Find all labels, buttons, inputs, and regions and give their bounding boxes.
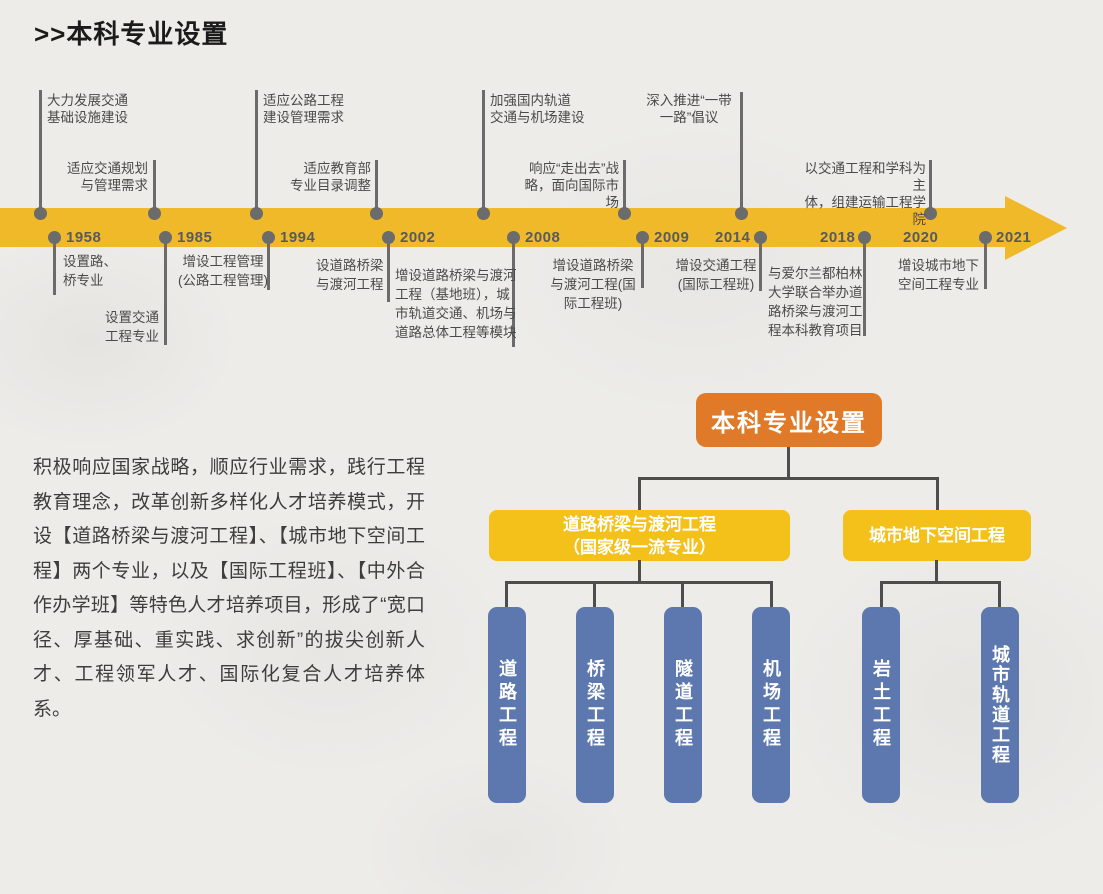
- org-branch-underground: 城市地下空间工程: [843, 510, 1031, 561]
- timeline-event-2009: 增设交通工程 (国际工程班): [675, 258, 757, 292]
- timeline-connector: [863, 240, 866, 336]
- timeline-context-1985: 适应交通规划 与管理需求: [67, 161, 148, 193]
- org-connector: [998, 581, 1001, 608]
- timeline-connector: [641, 240, 644, 288]
- org-connector: [936, 477, 939, 511]
- timeline-event-2008: 增设道路桥梁 与渡河工程(国 际工程班): [550, 258, 636, 311]
- org-leaf-airport-eng: 机场工程: [752, 607, 790, 803]
- timeline-connector: [929, 160, 932, 214]
- timeline-year-label: 2009: [654, 229, 690, 246]
- org-connector: [638, 477, 939, 480]
- timeline-connector: [255, 90, 258, 214]
- timeline-year-label: 1958: [66, 229, 102, 246]
- timeline-year-label: 2014: [715, 229, 751, 246]
- timeline-year-dot: [507, 231, 520, 244]
- timeline-connector: [164, 240, 167, 345]
- timeline-dot: [370, 207, 383, 220]
- timeline-year-dot: [636, 231, 649, 244]
- org-connector: [880, 581, 1001, 584]
- timeline-connector: [984, 240, 987, 289]
- timeline-event-2014: 与爱尔兰都柏林 大学联合举办道 路桥梁与渡河工 程本科教育项目: [768, 266, 863, 338]
- timeline-dot: [618, 207, 631, 220]
- org-branch-road-bridge: 道路桥梁与渡河工程 （国家级一流专业）: [489, 510, 790, 561]
- timeline-year-dot: [979, 231, 992, 244]
- timeline-year-label: 2018: [820, 229, 856, 246]
- timeline-context-1994: 适应公路工程 建设管理需求: [263, 93, 344, 125]
- timeline-year-label: 2002: [400, 229, 436, 246]
- timeline-year-dot: [159, 231, 172, 244]
- timeline-year-label: 1985: [177, 229, 213, 246]
- timeline-event-1994: 设道路桥梁 与渡河工程: [316, 258, 384, 292]
- intro-paragraph: 积极响应国家战略，顺应行业需求，践行工程教育理念，改革创新多样化人才培养模式，开…: [33, 457, 425, 720]
- timeline-year-label: 2008: [525, 229, 561, 246]
- timeline-dot: [735, 207, 748, 220]
- timeline-connector: [759, 240, 762, 291]
- timeline-event-1985b: 设置交通 工程专业: [105, 310, 159, 344]
- timeline-connector: [740, 92, 743, 214]
- timeline-dot: [34, 207, 47, 220]
- timeline-event-1958: 设置路、 桥专业: [63, 254, 117, 288]
- org-connector: [593, 581, 596, 608]
- timeline-connector: [153, 160, 156, 214]
- timeline-context-2020: 以交通工程和学科为主 体，组建运输工程学院: [804, 161, 927, 227]
- timeline-connector: [375, 160, 378, 214]
- org-leaf-tunnel-eng: 隧道工程: [664, 607, 702, 803]
- org-connector: [505, 581, 773, 584]
- org-leaf-road-eng: 道路工程: [488, 607, 526, 803]
- org-connector: [880, 581, 883, 608]
- timeline-dot: [148, 207, 161, 220]
- timeline-year-dot: [382, 231, 395, 244]
- timeline-connector: [623, 160, 626, 214]
- timeline-context-2014: 深入推进“一带 一路”倡议: [646, 93, 732, 125]
- timeline-dot: [477, 207, 490, 220]
- org-leaf-bridge-eng: 桥梁工程: [576, 607, 614, 803]
- page-title: >>本科专业设置: [34, 19, 229, 49]
- timeline-connector: [482, 90, 485, 214]
- org-connector: [505, 581, 508, 608]
- org-connector: [935, 560, 938, 584]
- timeline-event-2002: 增设道路桥梁与渡河 工程（基地班），城 市轨道交通、机场与 道路总体工程等模块: [395, 268, 517, 340]
- org-connector: [770, 581, 773, 608]
- timeline-year-dot: [262, 231, 275, 244]
- org-connector: [638, 477, 641, 511]
- org-leaf-urban-rail-eng: 城市轨道工程: [981, 607, 1019, 803]
- timeline-connector: [512, 240, 515, 347]
- timeline-year-dot: [48, 231, 61, 244]
- timeline-year-dot: [754, 231, 767, 244]
- timeline-arrowhead-icon: [1005, 196, 1067, 260]
- timeline-event-2020: 增设城市地下 空间工程专业: [898, 258, 979, 292]
- timeline-year-label: 1994: [280, 229, 316, 246]
- timeline-context-2009: 响应“走出去”战 略，面向国际市场: [524, 161, 620, 210]
- org-connector: [638, 560, 641, 584]
- org-leaf-geotech-eng: 岩土工程: [862, 607, 900, 803]
- org-root-node: 本科专业设置: [696, 393, 882, 447]
- timeline-context-1958: 大力发展交通 基础设施建设: [47, 93, 128, 125]
- timeline-dot: [250, 207, 263, 220]
- timeline-connector: [267, 240, 270, 290]
- timeline-context-2008: 加强国内轨道 交通与机场建设: [490, 93, 585, 125]
- timeline-year-label: 2021: [996, 229, 1032, 246]
- timeline-dot: [924, 207, 937, 220]
- timeline-context-2002: 适应教育部 专业目录调整: [290, 161, 371, 193]
- timeline-event-1985: 增设工程管理 (公路工程管理): [178, 254, 268, 288]
- timeline-year-label: 2020: [903, 229, 939, 246]
- org-connector: [787, 447, 790, 479]
- timeline-connector: [39, 90, 42, 214]
- timeline-connector: [387, 240, 390, 302]
- timeline-year-dot: [858, 231, 871, 244]
- timeline-connector: [53, 240, 56, 295]
- org-connector: [681, 581, 684, 608]
